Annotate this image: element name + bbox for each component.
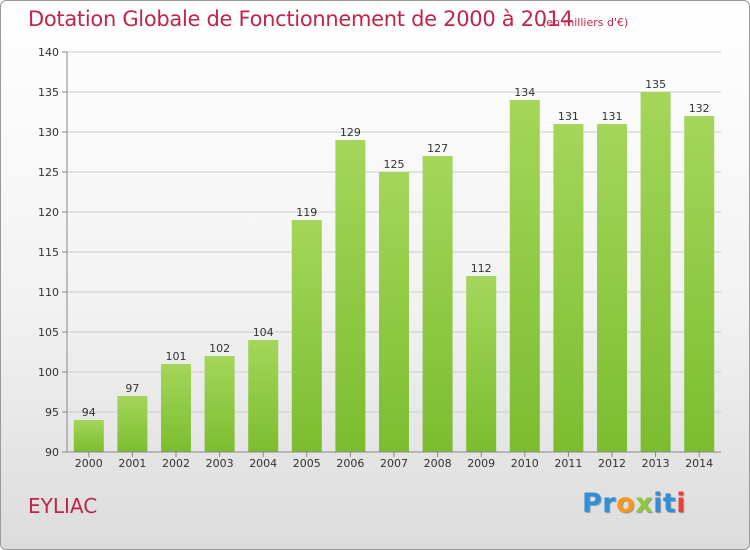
bar	[204, 356, 235, 452]
value-label: 101	[166, 350, 187, 363]
bar	[291, 220, 322, 452]
value-label: 129	[340, 126, 361, 139]
bar	[73, 420, 104, 452]
bar	[422, 156, 453, 452]
chart-title: Dotation Globale de Fonctionnement de 20…	[28, 7, 573, 31]
value-label: 112	[471, 262, 492, 275]
bar	[248, 340, 279, 452]
x-tick-label: 2014	[685, 457, 713, 470]
logo-letter: i	[653, 488, 663, 519]
x-tick-label: 2005	[293, 457, 321, 470]
value-label: 131	[602, 110, 623, 123]
y-tick-label: 140	[38, 46, 59, 59]
x-axis-ticks: 2000 2001 2002 2003 2004 2005 2006 2007 2008 2009…	[75, 452, 713, 470]
y-tick-label: 110	[38, 286, 59, 299]
value-label: 94	[82, 406, 96, 419]
value-label: 104	[253, 326, 274, 339]
bar	[640, 92, 671, 452]
x-tick-label: 2010	[511, 457, 539, 470]
chart-subtitle: (en milliers d'€)	[542, 16, 629, 29]
y-axis-ticks: 90 95 100 105 110 115 120 125 130 135 140	[38, 46, 67, 459]
bar	[117, 396, 148, 452]
y-tick-label: 90	[45, 446, 59, 459]
bar	[379, 172, 409, 452]
x-tick-label: 2012	[598, 457, 626, 470]
value-label: 97	[125, 382, 139, 395]
bars	[73, 92, 715, 452]
x-tick-label: 2006	[336, 457, 364, 470]
value-label: 131	[558, 110, 579, 123]
y-tick-label: 130	[38, 126, 59, 139]
logo-letter: r	[602, 488, 617, 519]
bar	[466, 276, 497, 452]
bar	[335, 140, 366, 452]
x-tick-label: 2009	[467, 457, 495, 470]
logo-letter: t	[662, 488, 677, 519]
y-tick-label: 125	[38, 166, 59, 179]
x-tick-label: 2013	[642, 457, 670, 470]
logo-letter: P	[582, 488, 603, 519]
logo-letter: i	[676, 488, 687, 519]
value-label: 102	[209, 342, 230, 355]
location-name: EYLIAC	[28, 494, 98, 518]
value-label: 132	[689, 102, 710, 115]
x-tick-label: 2003	[206, 457, 234, 470]
x-tick-label: 2004	[249, 457, 277, 470]
value-label: 135	[645, 78, 666, 91]
value-label: 125	[384, 158, 405, 171]
proxiti-logo: Proxiti	[582, 488, 686, 519]
bar	[684, 116, 715, 452]
y-tick-label: 120	[38, 206, 59, 219]
bar	[161, 364, 191, 452]
value-label: 134	[514, 86, 535, 99]
x-tick-label: 2011	[554, 457, 582, 470]
x-tick-label: 2007	[380, 457, 408, 470]
y-tick-label: 135	[38, 86, 59, 99]
x-tick-label: 2001	[118, 457, 146, 470]
x-tick-label: 2000	[75, 457, 103, 470]
value-labels: 94 97 101 102 104 119 129 125 127 112 134 131 131 135…	[82, 78, 710, 419]
y-tick-label: 100	[38, 366, 59, 379]
bar	[553, 124, 584, 452]
bar	[597, 124, 627, 452]
x-tick-label: 2002	[162, 457, 190, 470]
y-tick-label: 115	[38, 246, 59, 259]
value-label: 127	[427, 142, 448, 155]
y-tick-label: 105	[38, 326, 59, 339]
value-label: 119	[296, 206, 317, 219]
x-tick-label: 2008	[424, 457, 452, 470]
logo-letter: x	[635, 488, 654, 519]
logo-letter: o	[616, 488, 636, 519]
bar	[509, 100, 540, 452]
y-tick-label: 95	[45, 406, 59, 419]
